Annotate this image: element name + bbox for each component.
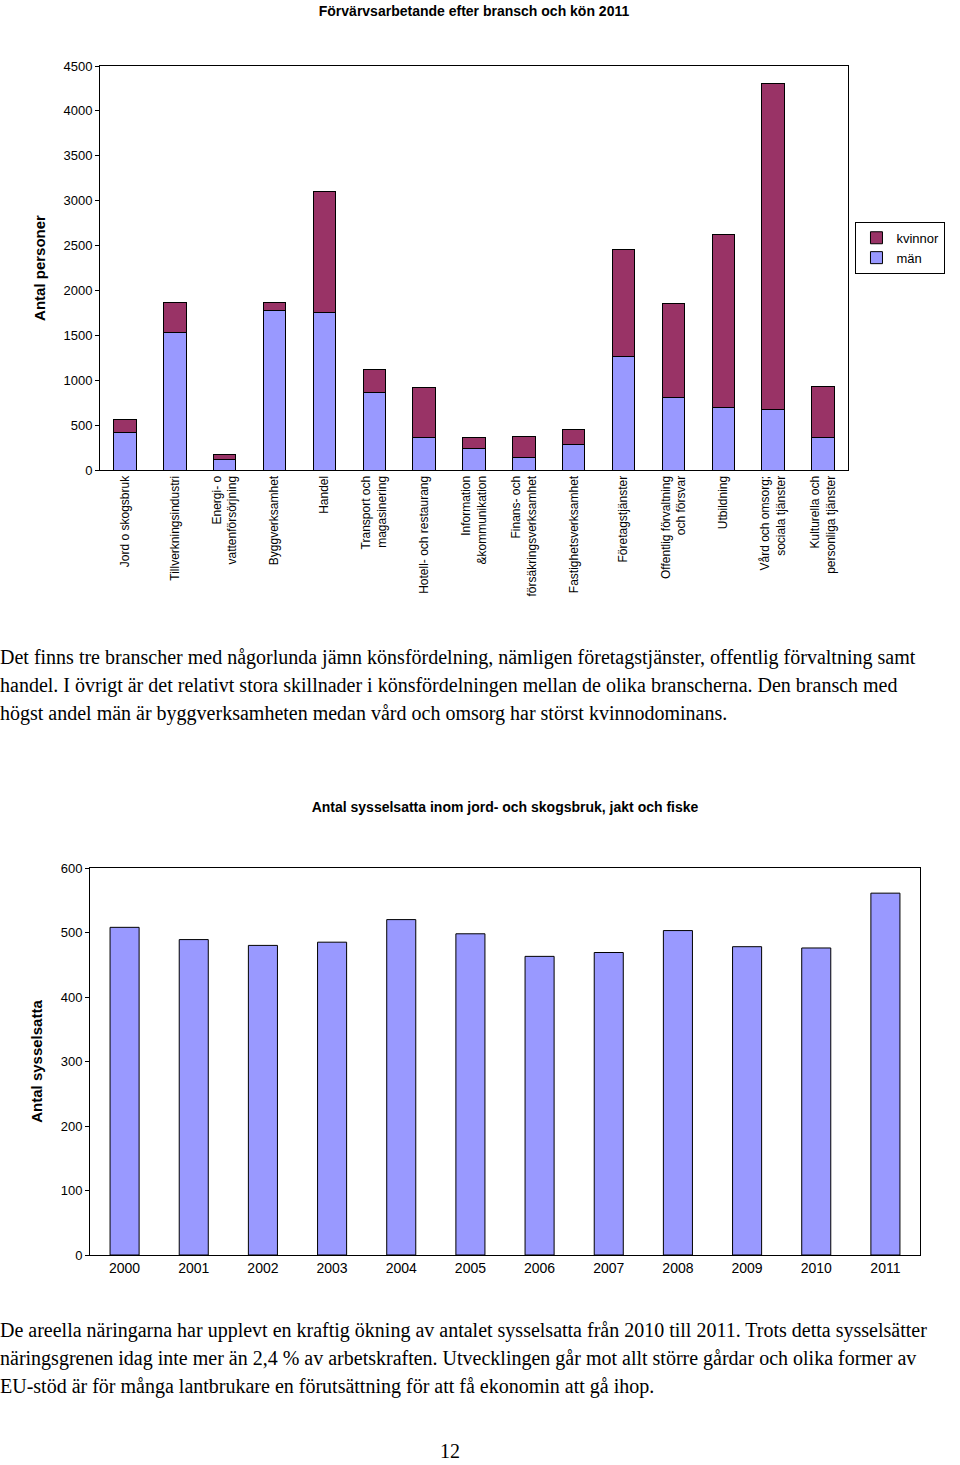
svg-text:2000: 2000 [63,283,92,298]
svg-text:500: 500 [71,418,93,433]
svg-text:2005: 2005 [455,1260,486,1276]
html-text:12: 12 [440,1440,460,1462]
svg-text:600: 600 [61,861,83,876]
svg-text:Offentlig förvaltningoch försv: Offentlig förvaltningoch försvar [659,476,689,579]
html-text:De areella näringarna har uppl: De areella näringarna har upplevt en kra… [0,1319,927,1397]
svg-text:Finans- ochförsäkringsverksamh: Finans- ochförsäkringsverksamhet [509,475,539,596]
svg-text:Antal sysselsatta inom jord- o: Antal sysselsatta inom jord- och skogsbr… [312,799,699,815]
svg-text:Antal sysselsatta: Antal sysselsatta [28,1000,45,1123]
svg-text:Förvärvsarbetande efter bransc: Förvärvsarbetande efter bransch och kön … [319,3,630,19]
svg-text:200: 200 [61,1119,83,1134]
svg-text:Företagstjänster: Företagstjänster [617,476,631,563]
svg-text:2000: 2000 [109,1260,140,1276]
svg-text:1000: 1000 [63,373,92,388]
svg-text:4000: 4000 [63,103,92,118]
svg-text:3000: 3000 [63,193,92,208]
svg-text:Byggverksamhet: Byggverksamhet [267,475,281,565]
svg-text:Hotell- och restaurang: Hotell- och restaurang [417,476,431,594]
svg-text:Kulturella ochpersonliga tjäns: Kulturella ochpersonliga tjänster [808,476,838,574]
svg-text:Tillverkningsindustri: Tillverkningsindustri [168,476,182,581]
svg-text:4500: 4500 [63,59,92,74]
svg-text:300: 300 [61,1054,83,1069]
svg-text:Vård och omsorg;sociala tjänst: Vård och omsorg;sociala tjänster [758,476,788,571]
svg-text:400: 400 [61,990,83,1005]
svg-text:Handel: Handel [317,476,331,514]
svg-text:2009: 2009 [732,1260,763,1276]
svg-text:0: 0 [75,1248,82,1263]
svg-text:Information&kommunikation: Information&kommunikation [459,476,489,565]
svg-text:2004: 2004 [386,1260,417,1276]
html-text:Det finns tre branscher med nå: Det finns tre branscher med någorlunda j… [0,646,916,724]
svg-text:3500: 3500 [63,148,92,163]
svg-text:Fastighetsverksamhet: Fastighetsverksamhet [567,475,581,593]
svg-text:2011: 2011 [870,1260,900,1276]
svg-text:1500: 1500 [63,328,92,343]
svg-text:500: 500 [61,925,83,940]
svg-text:2010: 2010 [801,1260,832,1276]
svg-text:Jord o skogsbruk: Jord o skogsbruk [118,475,132,567]
svg-text:2500: 2500 [63,238,92,253]
svg-text:Antal personer: Antal personer [31,215,48,321]
svg-text:100: 100 [61,1183,83,1198]
svg-text:2001: 2001 [178,1260,209,1276]
svg-text:2008: 2008 [662,1260,693,1276]
svg-text:Energi- ovattenförsörjning: Energi- ovattenförsörjning [210,475,240,564]
svg-text:Transport ochmagasinering: Transport ochmagasinering [359,476,389,550]
svg-text:0: 0 [85,463,92,478]
svg-text:2006: 2006 [524,1260,555,1276]
svg-text:män: män [896,251,921,266]
svg-text:2003: 2003 [317,1260,348,1276]
svg-text:2002: 2002 [247,1260,278,1276]
svg-text:kvinnor: kvinnor [896,231,939,246]
svg-text:2007: 2007 [593,1260,624,1276]
svg-text:Utbildning: Utbildning [716,476,730,529]
